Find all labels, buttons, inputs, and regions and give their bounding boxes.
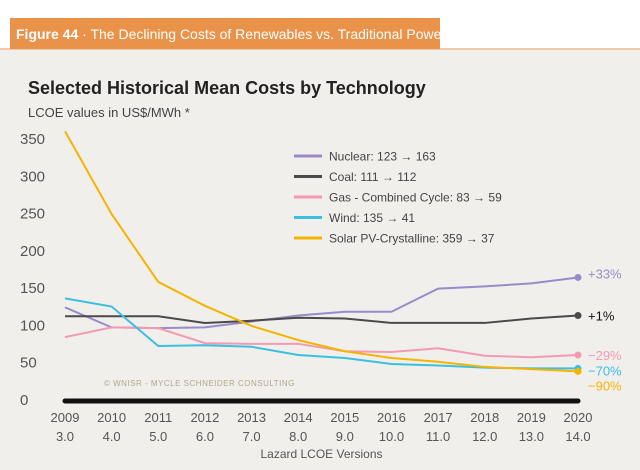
series-end-label: +1% — [588, 308, 615, 323]
series-end-label: −29% — [588, 348, 622, 363]
series-end-label: −90% — [588, 378, 622, 393]
legend-label: Coal: 111 → 112 — [329, 170, 417, 184]
x-tick-version: 9.0 — [336, 429, 354, 444]
y-tick-label: 50 — [20, 355, 37, 372]
y-tick-label: 0 — [20, 392, 28, 409]
legend-label: Gas - Combined Cycle: 83 → 59 — [329, 191, 502, 205]
figure-number: Figure 44 — [16, 26, 79, 42]
x-tick-label: 2019 — [517, 410, 546, 425]
x-tick-label: 2017 — [424, 410, 453, 425]
x-tick-label: 2011 — [144, 410, 172, 425]
x-tick-version: 5.0 — [149, 429, 167, 444]
series-end-label: −70% — [588, 363, 622, 378]
y-tick-label: 350 — [20, 131, 45, 148]
x-tick-label: 2014 — [284, 410, 313, 425]
legend-label: Nuclear: 123 → 163 — [329, 150, 436, 164]
y-tick-label: 150 — [20, 280, 45, 297]
series-end-point — [574, 273, 582, 281]
series-end-point — [574, 311, 582, 319]
legend-label: Solar PV-Crystalline: 359 → 37 — [329, 232, 495, 246]
series-end-point — [574, 351, 582, 359]
x-tick-version: 10.0 — [379, 429, 404, 444]
x-tick-version: 4.0 — [103, 429, 121, 444]
x-tick-label: 2009 — [51, 410, 80, 425]
x-axis-label: Lazard LCOE Versions — [260, 447, 382, 461]
watermark: © WNISR - MYCLE SCHNEIDER CONSULTING — [104, 379, 295, 388]
y-tick-label: 200 — [20, 243, 45, 260]
figure-title: The Declining Costs of Renewables vs. Tr… — [90, 26, 502, 42]
x-tick-label: 2010 — [97, 410, 126, 425]
x-tick-version: 11.0 — [426, 429, 450, 444]
series-line-2 — [64, 326, 579, 359]
x-tick-version: 13.0 — [519, 429, 544, 444]
x-tick-label: 2013 — [237, 410, 266, 425]
x-tick-version: 14.0 — [565, 429, 590, 444]
x-tick-version: 12.0 — [472, 429, 497, 444]
x-tick-version: 8.0 — [289, 429, 307, 444]
series-line-4 — [64, 130, 579, 373]
y-tick-label: 300 — [20, 168, 45, 185]
series-end-label: +33% — [588, 266, 622, 281]
x-tick-label: 2015 — [330, 410, 359, 425]
series-line-3 — [64, 297, 578, 370]
y-tick-label: 250 — [20, 206, 45, 223]
y-axis-label: LCOE values in US$/MWh * — [28, 105, 190, 120]
legend-label: Wind: 135 → 41 — [329, 211, 415, 225]
header-separator: · — [78, 26, 91, 42]
x-tick-version: 7.0 — [243, 429, 261, 444]
chart-title: Selected Historical Mean Costs by Techno… — [28, 78, 426, 98]
y-tick-label: 100 — [20, 317, 45, 334]
series-end-point — [574, 367, 582, 375]
series-line-1 — [65, 314, 579, 324]
x-tick-label: 2016 — [377, 410, 406, 425]
x-tick-version: 3.0 — [56, 429, 74, 444]
x-tick-label: 2012 — [190, 410, 219, 425]
x-tick-version: 6.0 — [196, 429, 214, 444]
figure-header: Figure 44 · The Declining Costs of Renew… — [10, 18, 501, 49]
x-tick-label: 2018 — [470, 410, 499, 425]
x-tick-label: 2020 — [564, 410, 593, 425]
